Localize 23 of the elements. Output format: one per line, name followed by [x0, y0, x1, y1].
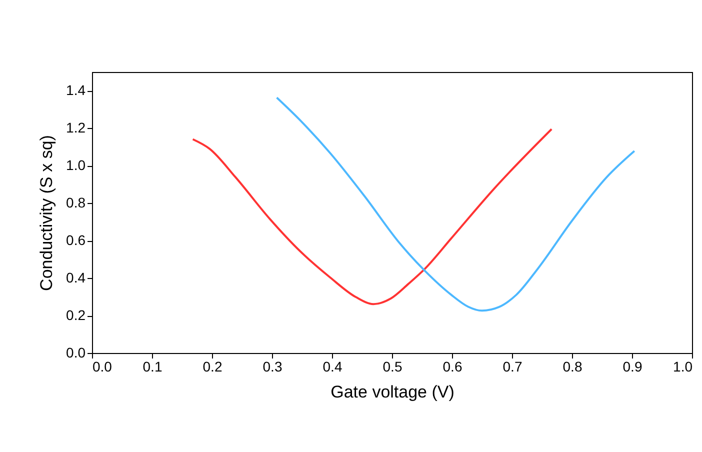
x-tick-label: 0.6 [442, 358, 462, 374]
y-tick-label: 1.4 [66, 82, 86, 98]
line-series [192, 128, 553, 306]
x-tick-label: 0.2 [202, 358, 222, 374]
y-tick-label: 0.2 [66, 307, 86, 324]
x-axis-title: Gate voltage (V) [330, 382, 454, 402]
y-tick-label: 0.8 [66, 194, 86, 211]
y-tick-label: 0.6 [66, 232, 86, 248]
y-tick-label: 0.0 [66, 344, 86, 360]
x-tick-label: 0.4 [322, 358, 342, 374]
x-tick-label: 0.7 [502, 358, 522, 374]
x-tick-label: 0.1 [142, 358, 162, 374]
x-tick-label: 1.0 [673, 358, 693, 374]
y-tick-label: 1.0 [66, 157, 86, 174]
y-tick-label: 0.4 [66, 270, 86, 286]
line-series [276, 96, 636, 312]
x-tick-label: 0.3 [262, 358, 282, 374]
y-axis-title: Conductivity (S x sq) [37, 135, 56, 291]
x-tick-label: 0.5 [382, 358, 402, 374]
x-tick-label: 0.0 [92, 358, 112, 374]
x-tick-label: 0.9 [622, 358, 642, 374]
y-tick-label: 1.2 [66, 120, 86, 136]
x-tick-label: 0.8 [562, 358, 582, 374]
